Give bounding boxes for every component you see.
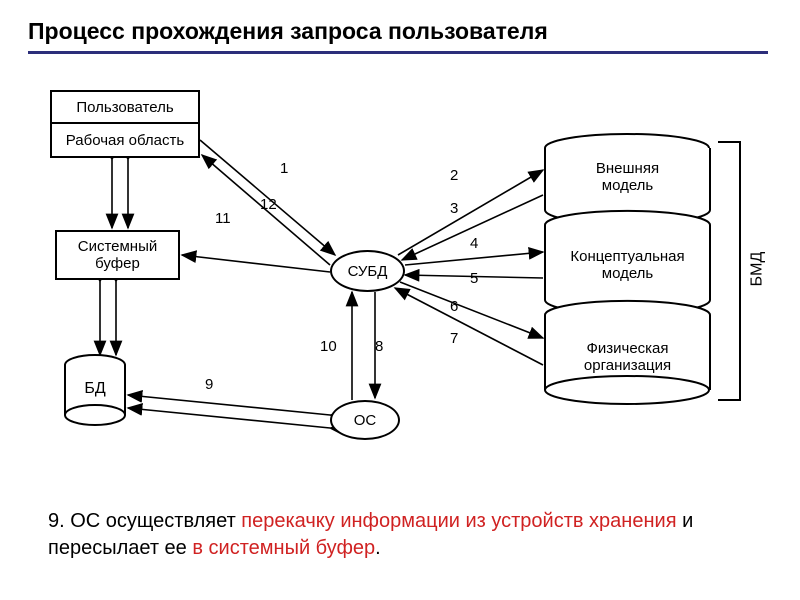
edge-label-4: 4 [470, 235, 478, 252]
caption-p1: ОС осуществляет [70, 510, 241, 532]
edge-label-7: 7 [450, 330, 458, 347]
edge-label-3: 3 [450, 200, 458, 217]
edge-label-1: 1 [280, 160, 288, 177]
edge-label-9: 9 [205, 376, 213, 393]
label-conc-model: Концептуальная модель [545, 248, 710, 282]
title-underline [28, 51, 768, 54]
edge-label-2: 2 [450, 167, 458, 184]
edge-label-8: 8 [375, 338, 383, 355]
edge-label-6: 6 [450, 298, 458, 315]
label-phys-org: Физическая организация [545, 340, 710, 374]
edge-label-11: 11 [215, 210, 231, 227]
node-sysbuf: Системный буфер [55, 230, 180, 280]
caption-p4: в системный буфер [192, 537, 375, 559]
page-title: Процесс прохождения запроса пользователя [28, 18, 800, 45]
node-workspace: Рабочая область [50, 124, 200, 158]
caption-p2: перекачку информации из устройств хранен… [241, 510, 676, 532]
edge-label-12: 12 [260, 196, 277, 213]
caption-p5: . [375, 537, 381, 559]
diagram-canvas: Пользователь Рабочая область Системный б… [0, 60, 800, 490]
label-bd: БД [65, 380, 125, 398]
caption-num: 9. [48, 510, 70, 532]
node-subd: СУБД [330, 250, 405, 292]
caption-text: 9. ОС осуществляет перекачку информации … [48, 508, 738, 562]
node-os: ОС [330, 400, 400, 440]
edge-label-10: 10 [320, 338, 337, 355]
label-ext-model: Внешняя модель [545, 160, 710, 194]
bmd-bracket-label: БМД [748, 252, 766, 287]
edge-label-5: 5 [470, 270, 478, 287]
node-user: Пользователь [50, 90, 200, 124]
